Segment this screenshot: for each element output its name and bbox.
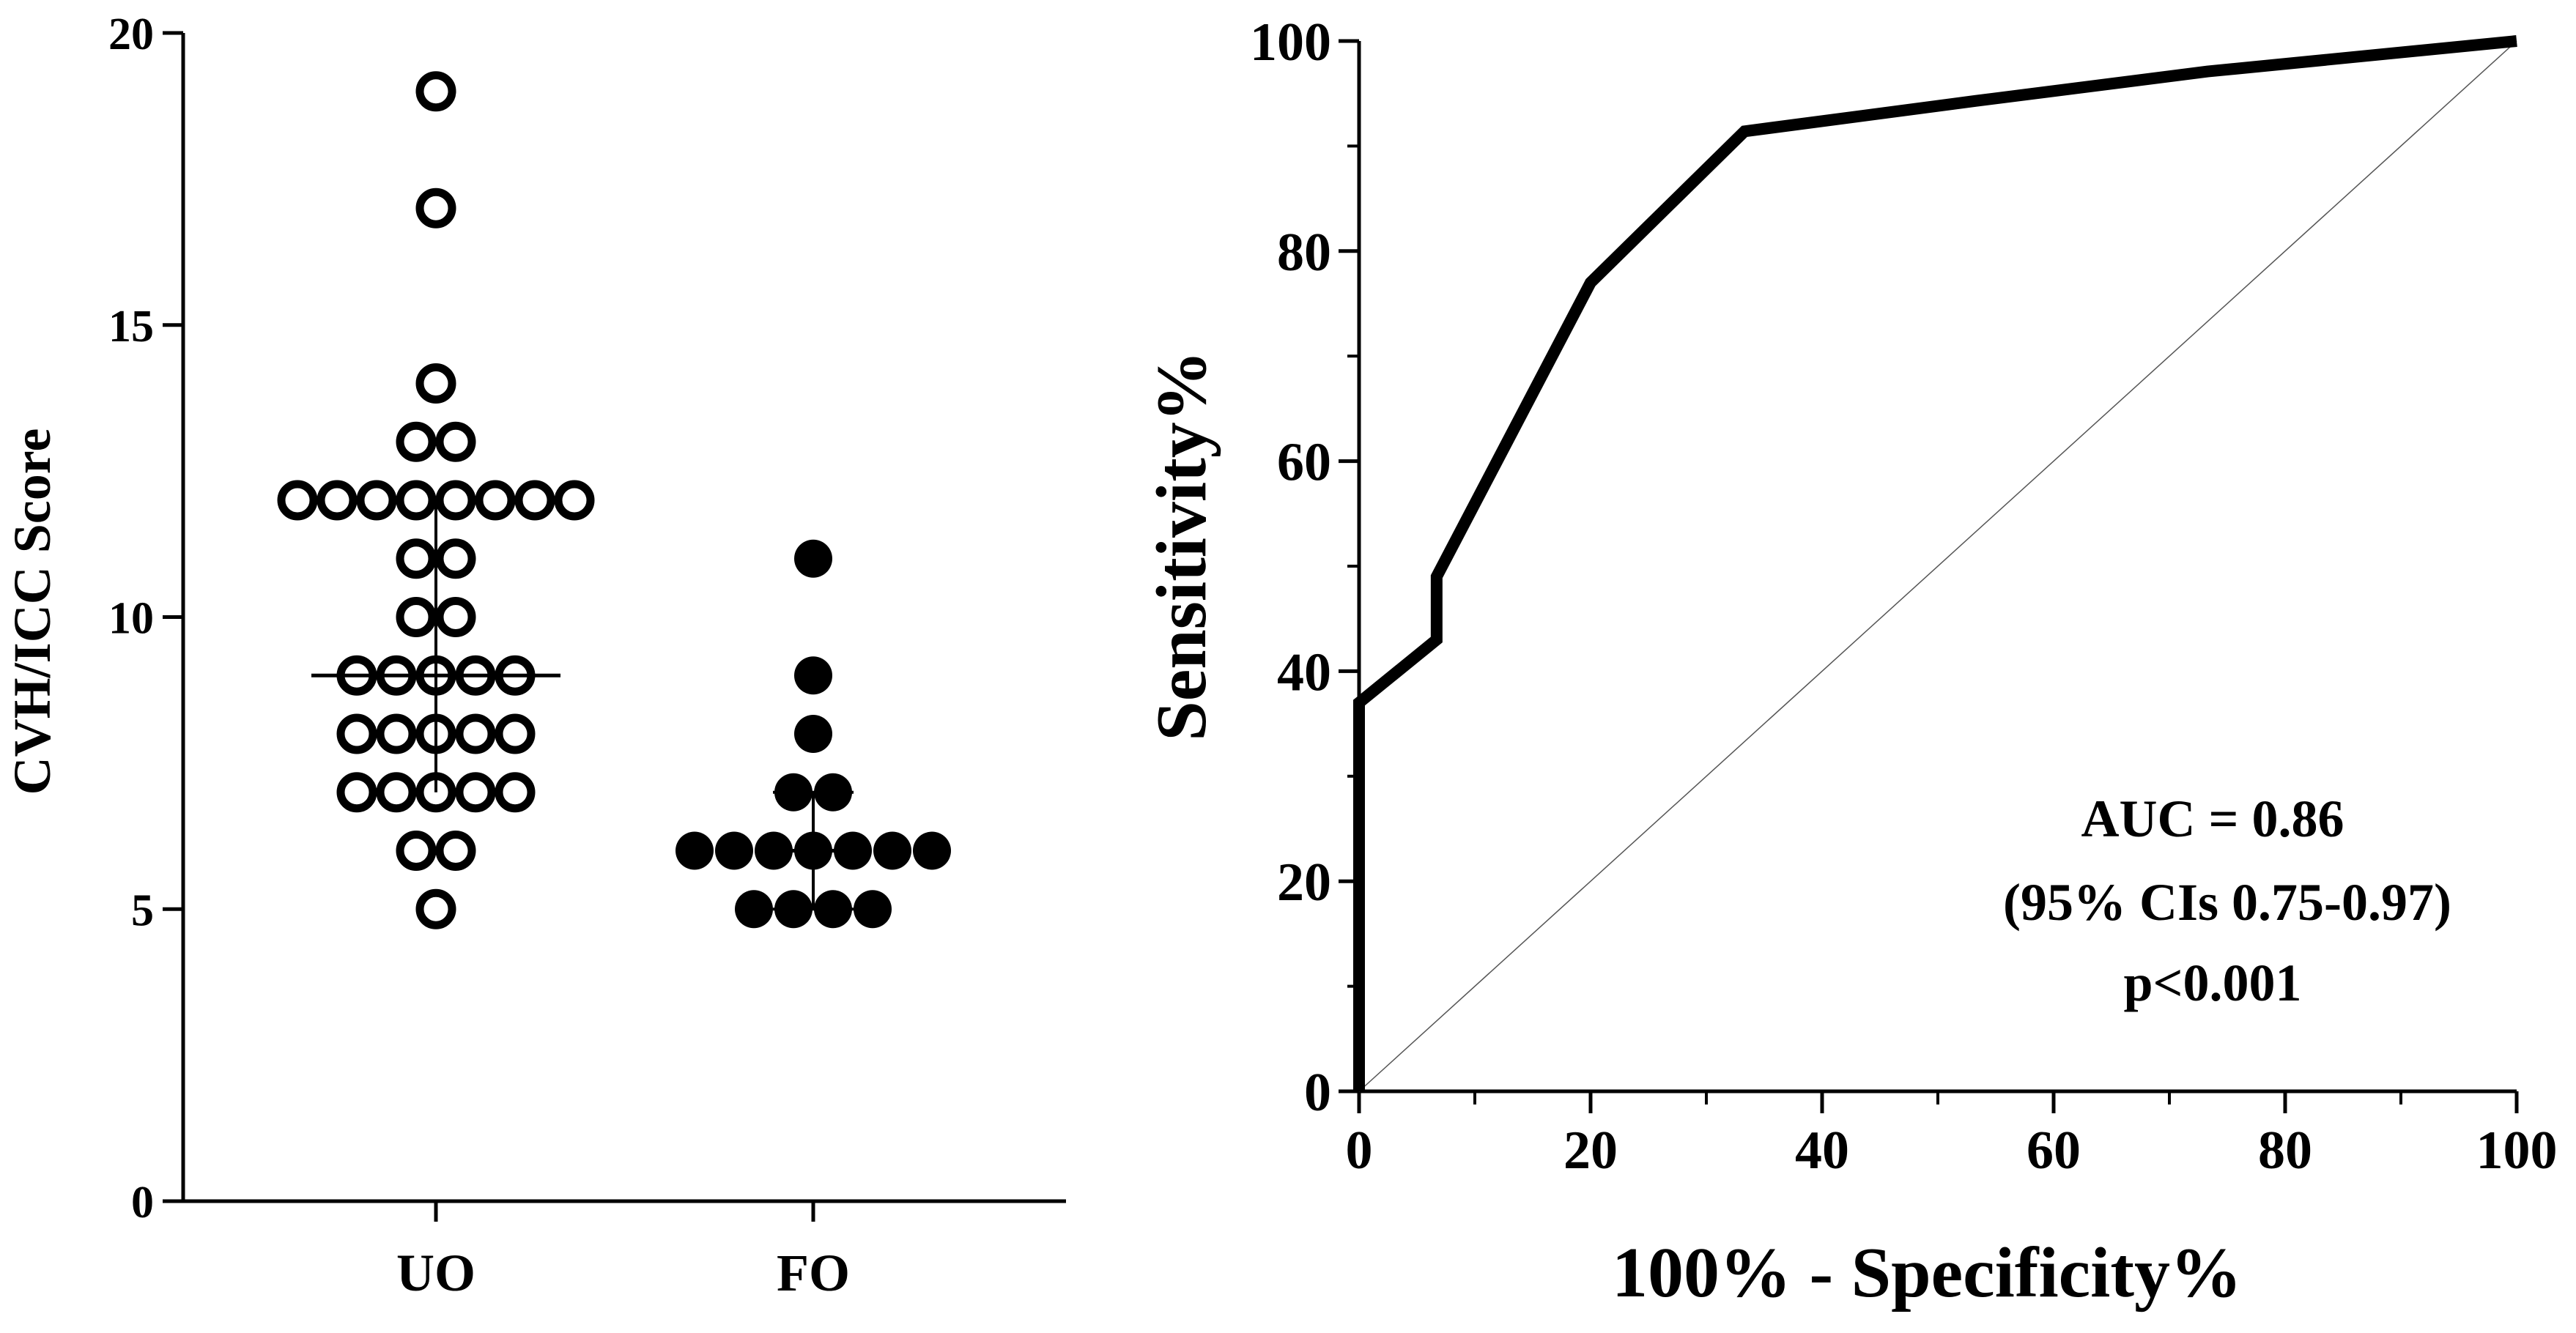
dot-plot-point-uo	[396, 421, 437, 462]
dot-plot-point-fo	[715, 831, 753, 870]
dot-plot-x-tick-label: UO	[396, 1244, 475, 1302]
dot-plot-point-fo	[913, 831, 951, 870]
dot-plot-point-uo	[435, 480, 476, 521]
dot-plot-point-fo	[854, 890, 892, 929]
dot-plot-point-uo	[356, 480, 397, 521]
roc-annotation-p: p<0.001	[2123, 954, 2301, 1012]
dot-plot-point-uo	[376, 713, 417, 754]
dot-plot-point-uo	[415, 71, 456, 112]
dot-plot-y-tick-label: 5	[131, 885, 154, 935]
dot-plot-axes	[181, 33, 1066, 1203]
dot-plot-point-fo	[794, 656, 832, 695]
dot-plot-point-uo	[317, 480, 358, 521]
dot-plot-points	[277, 71, 951, 929]
dot-plot-point-uo	[396, 597, 437, 637]
dot-plot-y-tick-label: 20	[108, 10, 154, 59]
dot-plot-point-fo	[873, 831, 911, 870]
dot-plot-point-uo	[495, 713, 536, 754]
roc-y-tick-label: 60	[1277, 433, 1331, 493]
dot-plot-point-uo	[475, 480, 516, 521]
dot-plot-point-uo	[415, 187, 456, 229]
roc-annotation-auc: AUC = 0.86	[2081, 790, 2344, 848]
roc-y-tick-label: 20	[1277, 853, 1331, 913]
roc-x-tick-label: 40	[1795, 1121, 1849, 1181]
dot-plot-point-uo	[396, 831, 437, 871]
dot-plot-point-uo	[415, 888, 456, 929]
dot-plot-point-uo	[396, 480, 437, 521]
dot-plot-point-fo	[735, 890, 773, 929]
dot-plot-point-fo	[794, 715, 832, 753]
dot-plot-chart: 0 5 10 15 20 UO FO CVH/ICC Score	[3, 10, 1066, 1302]
dot-plot-summary-bars	[311, 500, 854, 911]
dot-plot-point-uo	[415, 363, 456, 404]
dot-plot-x-tick-label: FO	[777, 1244, 850, 1302]
roc-x-tick-label: 20	[1563, 1121, 1618, 1181]
roc-chart: 0 20 40 60 80 100 0 20 40 60 80 100 100% - Specific…	[1142, 12, 2558, 1312]
roc-ticks: 0 20 40 60 80 100 0 20 40 60 80 100	[1250, 12, 2558, 1181]
roc-x-axis-title: 100% - Specificity%	[1612, 1233, 2242, 1312]
dot-plot-point-uo	[435, 597, 476, 637]
dot-plot-point-uo	[554, 480, 595, 521]
roc-y-tick-label: 40	[1277, 642, 1331, 702]
dot-plot-y-tick-label: 10	[108, 594, 154, 644]
dot-plot-point-fo	[676, 831, 714, 870]
dot-plot-point-uo	[435, 831, 476, 871]
roc-y-tick-label: 100	[1250, 12, 1331, 73]
roc-curve-points	[1358, 40, 2517, 1092]
dot-plot-point-uo	[396, 538, 437, 579]
roc-x-tick-label: 80	[2258, 1121, 2312, 1181]
dot-plot-point-uo	[435, 538, 476, 579]
dot-plot-y-tick-label: 0	[131, 1178, 154, 1228]
dot-plot-point-uo	[336, 713, 377, 754]
dot-plot-point-uo	[514, 480, 555, 521]
dot-plot-point-uo	[277, 480, 318, 521]
roc-y-tick-label: 0	[1304, 1063, 1331, 1123]
dot-plot-y-ticks: 0 5 10 15 20	[108, 10, 183, 1228]
roc-annotation-ci: (95% CIs 0.75-0.97)	[2003, 873, 2451, 932]
dot-plot-y-tick-label: 15	[108, 302, 154, 352]
roc-x-tick-label: 60	[2027, 1121, 2081, 1181]
roc-x-tick-label: 0	[1346, 1121, 1373, 1181]
dot-plot-point-uo	[336, 772, 377, 813]
dot-plot-point-uo	[455, 713, 496, 754]
roc-y-axis-title: Sensitivity%	[1142, 350, 1221, 741]
dot-plot-point-uo	[455, 772, 496, 813]
roc-reference-line	[1358, 40, 2517, 1092]
dot-plot-x-tick-labels: UO FO	[396, 1201, 850, 1302]
roc-y-tick-label: 80	[1277, 223, 1331, 283]
dot-plot-point-uo	[495, 772, 536, 813]
dot-plot-point-fo	[794, 539, 832, 578]
dot-plot-point-uo	[435, 421, 476, 462]
roc-x-tick-label: 100	[2476, 1121, 2558, 1181]
dot-plot-point-uo	[376, 772, 417, 813]
dot-plot-y-axis-title: CVH/ICC Score	[3, 428, 62, 795]
